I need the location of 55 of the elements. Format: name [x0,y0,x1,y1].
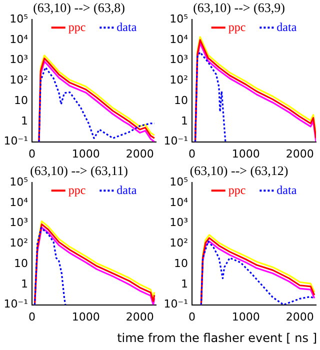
y-tick-label: 10⁴ [10,32,29,46]
x-tick-label: 0 [188,310,196,324]
y-tick-label: 10³ [10,53,28,66]
legend-label: data [276,20,298,34]
y-tick-label: 10³ [170,216,188,230]
y-tick-label: 10 [14,256,28,270]
y-tick-label: 10⁴ [170,196,189,209]
x-tick-label: 2000 [286,147,314,160]
chart-title: (63,10) --> (63,9) [193,0,285,16]
y-tick-label: 10⁻¹ [164,134,188,148]
y-tick-label: 10⁻¹ [4,298,28,311]
legend-label: ppc [228,182,246,197]
y-tick-label: 10⁻¹ [164,298,188,311]
legend-label: data [116,182,138,197]
y-tick-label: 10 [174,256,188,270]
x-tick-label: 2000 [286,310,314,324]
y-tick-label: 10 [14,94,28,107]
y-tick-label: 1 [181,277,188,290]
chart-title: (63,10) --> (63,8) [33,0,125,16]
y-tick-label: 1 [21,114,28,128]
x-tick-label: 2000 [126,310,154,324]
y-tick-label: 10² [10,236,28,250]
y-tick-label: 10⁵ [170,12,188,26]
y-tick-label: 10³ [170,53,188,66]
legend-label: ppc [228,20,246,34]
legend-label: data [116,20,138,34]
y-tick-label: 1 [181,114,188,128]
line-series [194,51,226,142]
x-tick-label: 0 [28,147,36,160]
y-tick-label: 10⁴ [170,32,189,46]
x-tick-label: 1000 [232,310,260,324]
x-tick-label: 0 [188,147,196,160]
y-tick-label: 10 [174,94,188,107]
y-tick-label: 10³ [10,216,28,230]
chart-title: (63,10) --> (63,11) [30,163,128,178]
chart-title: (63,10) --> (63,12) [190,163,288,178]
y-tick-label: 10⁻¹ [4,134,28,148]
legend-label: ppc [68,182,86,197]
x-tick-label: 0 [28,310,36,324]
x-tick-label: 2000 [126,147,154,160]
y-tick-label: 1 [21,277,28,290]
y-tick-label: 10⁵ [10,175,28,188]
y-tick-label: 10² [10,74,28,87]
line-series [34,227,66,305]
y-tick-label: 10⁵ [170,175,188,188]
x-axis-title: time from the flasher event [ ns ] [117,331,317,345]
x-tick-label: 1000 [72,147,100,160]
y-tick-label: 10² [170,74,188,87]
y-tick-label: 10² [170,236,188,250]
x-tick-label: 1000 [232,147,260,160]
legend-label: ppc [68,20,86,34]
y-tick-label: 10⁵ [10,12,28,26]
y-tick-label: 10⁴ [10,196,29,209]
legend-label: data [276,182,298,197]
x-tick-label: 1000 [72,310,100,324]
